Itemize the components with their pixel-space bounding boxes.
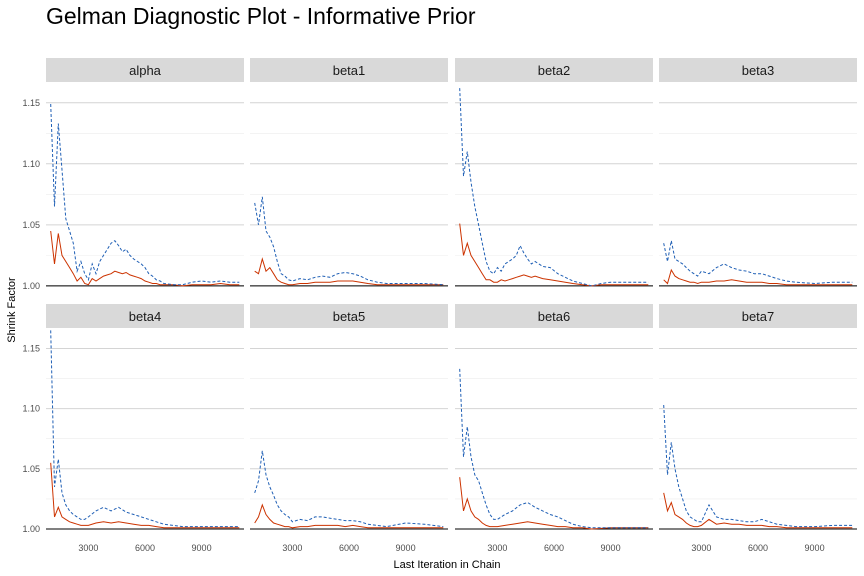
facet-panel-beta1: beta1: [250, 58, 448, 287]
median-line: [663, 268, 853, 286]
upper-ci-line: [254, 196, 444, 286]
median-line: [254, 503, 444, 529]
facet-strip: [659, 58, 857, 82]
facet-panel-beta4: beta4 1.00 1.05 1.10 1.15 3000 6000 9000: [22, 304, 244, 553]
facet-strip: [250, 58, 448, 82]
median-line: [459, 223, 649, 287]
upper-ci-line: [50, 103, 240, 286]
y-tick-label: 1.05: [22, 220, 40, 230]
facet-strip-label: beta1: [333, 63, 366, 78]
facet-strip: [455, 304, 653, 328]
x-tick-label: 6000: [748, 543, 768, 553]
median-line: [50, 230, 240, 287]
x-tick-label: 3000: [691, 543, 711, 553]
x-tick-label: 6000: [135, 543, 155, 553]
facet-strip-label: beta6: [538, 309, 571, 324]
y-axis-title: Shrink Factor: [6, 277, 18, 343]
y-tick-label: 1.00: [22, 281, 40, 291]
facet-strip-label: beta3: [742, 63, 775, 78]
facet-strip: [659, 304, 857, 328]
median-line: [459, 477, 649, 530]
facet-strip-label: beta7: [742, 309, 775, 324]
y-tick-label: 1.10: [22, 404, 40, 414]
upper-ci-line: [459, 368, 649, 529]
y-tick-label: 1.05: [22, 464, 40, 474]
median-line: [663, 492, 853, 529]
facet-strip-label: beta4: [129, 309, 162, 324]
facet-strip: [46, 304, 244, 328]
y-tick-label: 1.10: [22, 159, 40, 169]
facet-panel-beta5: beta5 3000 6000 9000: [250, 304, 448, 553]
panels-layer: alpha 1.00 1.05 1.10 1.15 beta1 beta2 beta3 beta…: [22, 58, 857, 553]
facet-panel-beta3: beta3: [659, 58, 857, 287]
y-tick-label: 1.15: [22, 98, 40, 108]
facet-strip: [46, 58, 244, 82]
x-tick-label: 9000: [396, 543, 416, 553]
facet-strip-label: beta5: [333, 309, 366, 324]
upper-ci-line: [663, 404, 853, 528]
facet-strip: [250, 304, 448, 328]
chart-title: Gelman Diagnostic Plot - Informative Pri…: [46, 3, 476, 29]
y-tick-label: 1.00: [22, 524, 40, 534]
facet-panel-alpha: alpha 1.00 1.05 1.10 1.15: [22, 58, 244, 291]
median-line: [254, 257, 444, 286]
x-tick-label: 9000: [805, 543, 825, 553]
facet-panel-beta7: beta7 3000 6000 9000: [659, 304, 857, 553]
upper-ci-line: [663, 240, 853, 285]
median-line: [50, 462, 240, 529]
facet-strip: [455, 58, 653, 82]
x-axis-title: Last Iteration in Chain: [393, 559, 500, 571]
y-tick-label: 1.15: [22, 343, 40, 353]
x-tick-label: 3000: [78, 543, 98, 553]
facet-strip-label: alpha: [129, 63, 162, 78]
facet-panel-beta2: beta2: [455, 58, 653, 287]
x-tick-label: 3000: [282, 543, 302, 553]
x-tick-label: 9000: [601, 543, 621, 553]
x-tick-label: 6000: [339, 543, 359, 553]
x-tick-label: 3000: [487, 543, 507, 553]
upper-ci-line: [459, 88, 649, 287]
x-tick-label: 6000: [544, 543, 564, 553]
facet-panel-beta6: beta6 3000 6000 9000: [455, 304, 653, 553]
facet-strip-label: beta2: [538, 63, 571, 78]
upper-ci-line: [50, 330, 240, 528]
upper-ci-line: [254, 450, 444, 528]
x-tick-label: 9000: [192, 543, 212, 553]
